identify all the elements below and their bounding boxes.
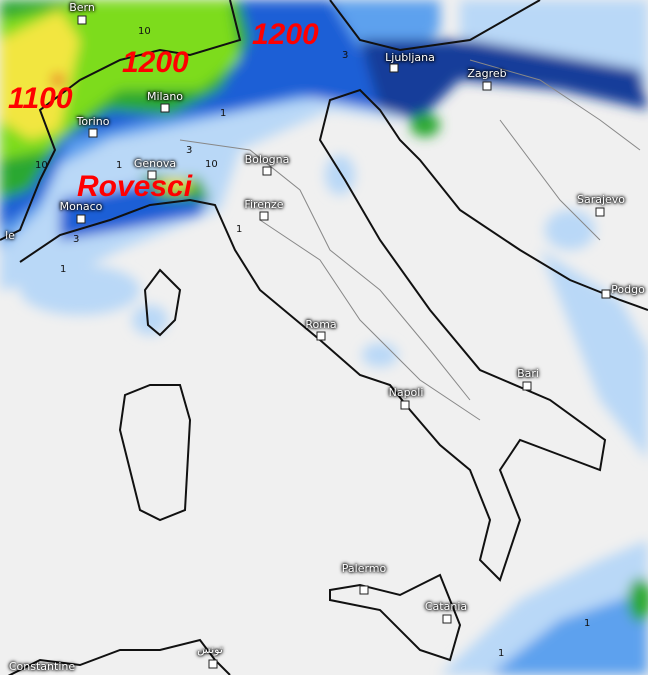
city-label-bari: Bari bbox=[517, 367, 539, 380]
city-label-palermo: Palermo bbox=[341, 562, 387, 575]
city-marker-roma bbox=[316, 331, 326, 341]
city-marker-zagreb bbox=[482, 81, 492, 91]
city-label-constantine: Constantine bbox=[8, 660, 76, 673]
city-marker-napoli bbox=[400, 400, 410, 410]
contour-label: 1 bbox=[60, 264, 67, 275]
city-marker-torino bbox=[88, 128, 98, 138]
contour-label: 1 bbox=[116, 160, 123, 171]
contour-label: 3 bbox=[342, 50, 349, 61]
city-marker-monaco bbox=[76, 214, 86, 224]
city-marker-sarajevo bbox=[595, 207, 605, 217]
city-marker-firenze bbox=[259, 211, 269, 221]
contour-label: 3 bbox=[186, 145, 193, 156]
overlay-label-1100: 1100 bbox=[8, 82, 73, 115]
city-label-podgorica: Podgo bbox=[611, 283, 645, 296]
city-label-firenze: Firenze bbox=[244, 198, 284, 211]
city-label-milano: Milano bbox=[146, 90, 184, 103]
city-marker-catania bbox=[442, 614, 452, 624]
city-marker-podgorica bbox=[601, 289, 611, 299]
city-label-genova: Genova bbox=[133, 157, 177, 170]
city-label-bern: Bern bbox=[69, 1, 95, 14]
city-label-monaco: Monaco bbox=[59, 200, 103, 213]
contour-label: 1 bbox=[220, 108, 227, 119]
city-marker-ljubljana bbox=[389, 63, 399, 73]
region-borders bbox=[179, 59, 641, 421]
city-label-zagreb: Zagreb bbox=[467, 67, 507, 80]
city-label-catania: Catania bbox=[424, 600, 468, 613]
city-label-sarajevo: Sarajevo bbox=[576, 193, 626, 206]
city-label-bologna: Bologna bbox=[244, 153, 290, 166]
city-marker-genova bbox=[147, 170, 157, 180]
city-marker-tunis bbox=[208, 659, 218, 669]
contour-label: 1 bbox=[236, 224, 243, 235]
city-marker-milano bbox=[160, 103, 170, 113]
contour-label: 10 bbox=[35, 160, 48, 171]
city-marker-bologna bbox=[262, 166, 272, 176]
city-label-partial: le bbox=[5, 229, 15, 242]
city-label-tunis: تونس bbox=[197, 643, 223, 656]
contour-label: 10 bbox=[205, 159, 218, 170]
city-marker-bari bbox=[522, 381, 532, 391]
contour-label: 10 bbox=[138, 26, 151, 37]
city-label-torino: Torino bbox=[76, 115, 110, 128]
overlay-label-rovesci: Rovesci bbox=[77, 170, 193, 203]
city-label-roma: Roma bbox=[305, 318, 337, 331]
city-marker-bern bbox=[77, 15, 87, 25]
overlay-label-1200-west: 1200 bbox=[122, 46, 189, 79]
city-label-ljubljana: Ljubljana bbox=[385, 51, 435, 64]
contour-label: 3 bbox=[73, 234, 80, 245]
city-marker-palermo bbox=[359, 585, 369, 595]
contour-label: 1 bbox=[584, 618, 591, 629]
overlay-label-1200-east: 1200 bbox=[252, 18, 319, 51]
city-label-napoli: Napoli bbox=[388, 386, 424, 399]
contour-label: 1 bbox=[498, 648, 505, 659]
